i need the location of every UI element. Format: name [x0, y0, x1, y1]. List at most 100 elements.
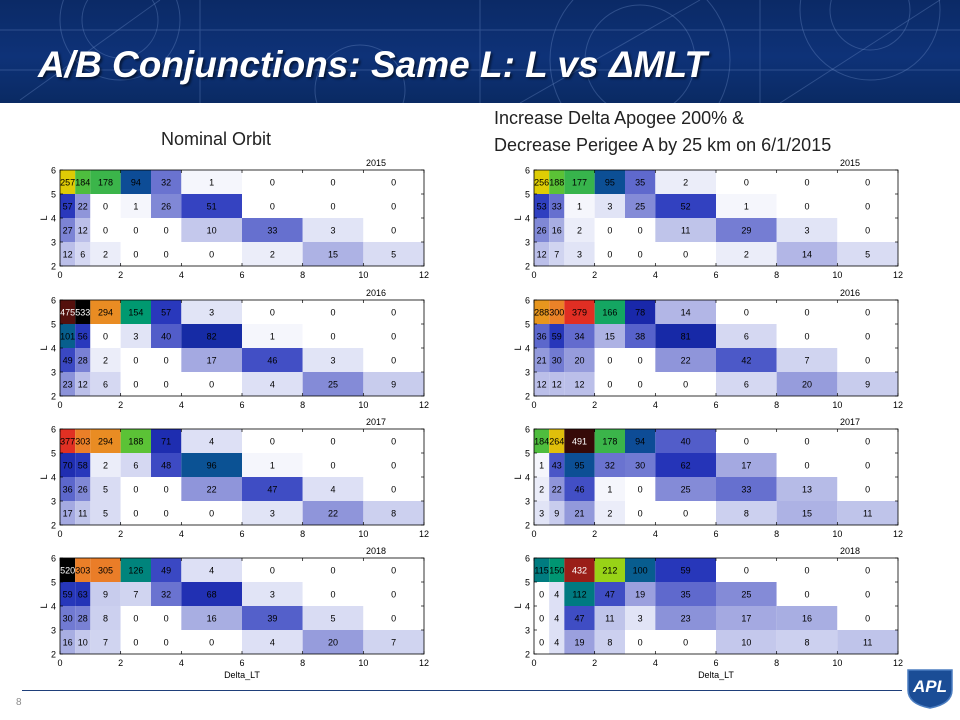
heatmap-cell [716, 558, 777, 582]
cell-value-label: 0 [270, 437, 275, 447]
heatmap-cell [549, 324, 565, 348]
cell-value-label: 9 [554, 509, 559, 519]
cell-value-label: 0 [804, 566, 809, 576]
x-tick-label: 0 [57, 529, 62, 539]
heatmap-cell [151, 372, 182, 396]
heatmap-cell [837, 324, 898, 348]
heatmap-cell [120, 300, 151, 324]
cell-value-label: 0 [391, 226, 396, 236]
x-tick-label: 8 [774, 658, 779, 668]
right-column-heading-line1: Increase Delta Apogee 200% & [494, 108, 745, 128]
heatmap-cell [181, 582, 242, 606]
panel-year-title: 2015 [366, 158, 386, 168]
heatmap-cell [75, 630, 91, 654]
cell-value-label: 3 [804, 226, 809, 236]
heatmap-cell [625, 582, 656, 606]
heatmap-cell [564, 194, 595, 218]
cell-value-label: 256 [534, 178, 549, 188]
cell-value-label: 126 [128, 566, 143, 576]
heatmap-cell [625, 453, 656, 477]
cell-value-label: 101 [60, 332, 75, 342]
x-tick-label: 6 [239, 658, 244, 668]
cell-value-label: 26 [537, 226, 547, 236]
x-tick-label: 2 [118, 529, 123, 539]
heatmap-cell [60, 194, 76, 218]
cell-value-label: 38 [635, 332, 645, 342]
cell-value-label: 70 [63, 461, 73, 471]
cell-value-label: 0 [164, 356, 169, 366]
x-tick-label: 6 [713, 529, 718, 539]
heatmap-cell [242, 501, 303, 525]
x-tick-label: 8 [300, 400, 305, 410]
heatmap-cell [776, 477, 838, 501]
heatmap-cell [776, 501, 838, 525]
cell-value-label: 35 [635, 178, 645, 188]
heatmap-cell [302, 477, 364, 501]
heatmap-cell [625, 218, 656, 242]
x-tick-label: 12 [893, 270, 903, 280]
cell-value-label: 0 [270, 178, 275, 188]
heatmap-cell [594, 582, 625, 606]
heatmap-cell [242, 324, 303, 348]
y-tick-label: 6 [525, 425, 530, 435]
cell-value-label: 0 [391, 308, 396, 318]
cell-value-label: 0 [804, 437, 809, 447]
cell-value-label: 0 [164, 485, 169, 495]
cell-value-label: 0 [607, 356, 612, 366]
cell-value-label: 81 [681, 332, 691, 342]
heatmap-cell [151, 453, 182, 477]
heatmap-cell [181, 324, 242, 348]
x-tick-label: 0 [531, 529, 536, 539]
heatmap-cell [75, 300, 91, 324]
cell-value-label: 0 [164, 614, 169, 624]
x-tick-label: 10 [358, 658, 368, 668]
cell-value-label: 154 [128, 308, 143, 318]
cell-value-label: 3 [330, 356, 335, 366]
cell-value-label: 0 [133, 638, 138, 648]
cell-value-label: 0 [865, 590, 870, 600]
heatmap-cell [594, 453, 625, 477]
x-tick-label: 10 [832, 529, 842, 539]
cell-value-label: 19 [635, 590, 645, 600]
heatmap-cell [120, 218, 151, 242]
heatmap-cell [60, 300, 76, 324]
heatmap-cell [534, 606, 550, 630]
cell-value-label: 23 [681, 614, 691, 624]
x-tick-label: 0 [57, 658, 62, 668]
heatmap-cell [776, 372, 838, 396]
cell-value-label: 3 [330, 226, 335, 236]
cell-value-label: 520 [60, 566, 75, 576]
heatmap-cell [120, 348, 151, 372]
y-tick-label: 3 [51, 238, 56, 248]
cell-value-label: 6 [744, 380, 749, 390]
cell-value-label: 20 [328, 638, 338, 648]
y-tick-label: 5 [51, 449, 56, 459]
heatmap-cell [75, 324, 91, 348]
heatmap-cell [564, 324, 595, 348]
heatmap-cell [534, 218, 550, 242]
heatmap-cell [837, 348, 898, 372]
cell-value-label: 0 [638, 380, 643, 390]
heatmap-cell [594, 477, 625, 501]
x-tick-label: 12 [419, 400, 429, 410]
heatmap-cell [60, 218, 76, 242]
cell-value-label: 49 [161, 566, 171, 576]
y-tick-label: 3 [51, 497, 56, 507]
heatmap-cell [625, 501, 656, 525]
cell-value-label: 47 [574, 614, 584, 624]
heatmap-cell [75, 194, 91, 218]
heatmap-panel: 377 303 294 188 71 4 0 0 070 58 2 6 48 96 1 0 036 26 5 0 0 22… [39, 417, 429, 539]
heatmap-cell [90, 453, 121, 477]
heatmap-cell [90, 300, 121, 324]
heatmap-cell [549, 194, 565, 218]
heatmap-cell [837, 558, 898, 582]
heatmap-cell [549, 170, 565, 194]
x-tick-label: 12 [893, 400, 903, 410]
heatmap-cell [151, 242, 182, 266]
cell-value-label: 257 [60, 178, 75, 188]
heatmap-cell [594, 170, 625, 194]
heatmap-cell [363, 501, 424, 525]
heatmap-cell [776, 242, 838, 266]
cell-value-label: 9 [391, 380, 396, 390]
cell-value-label: 379 [572, 308, 587, 318]
